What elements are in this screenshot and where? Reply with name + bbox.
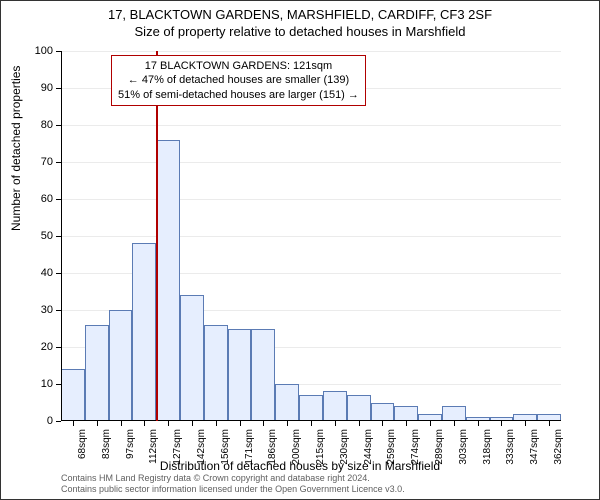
histogram-bar: [204, 325, 228, 421]
annotation-box: 17 BLACKTOWN GARDENS: 121sqm← 47% of det…: [111, 55, 366, 106]
x-tick-label: 68sqm: [77, 429, 88, 459]
plot-region: 010203040506070809010068sqm83sqm97sqm112…: [61, 51, 561, 421]
gridline: [61, 51, 561, 52]
x-tick: [430, 421, 431, 426]
histogram-bar: [156, 140, 180, 421]
x-tick: [406, 421, 407, 426]
y-tick-label: 100: [23, 45, 53, 57]
x-tick: [478, 421, 479, 426]
y-tick-label: 80: [23, 119, 53, 131]
histogram-bar: [347, 395, 371, 421]
x-tick: [240, 421, 241, 426]
y-axis-label: Number of detached properties: [9, 66, 23, 231]
histogram-bar: [251, 329, 275, 422]
histogram-bar: [109, 310, 133, 421]
y-tick-label: 60: [23, 193, 53, 205]
histogram-bar: [228, 329, 252, 422]
histogram-bar: [132, 243, 156, 421]
x-tick: [192, 421, 193, 426]
annotation-line2: ← 47% of detached houses are smaller (13…: [118, 73, 359, 87]
title-subtitle: Size of property relative to detached ho…: [1, 24, 599, 39]
gridline: [61, 236, 561, 237]
x-tick: [168, 421, 169, 426]
x-tick-label: 83sqm: [101, 429, 112, 459]
annotation-line3: 51% of semi-detached houses are larger (…: [118, 88, 359, 102]
chart-container: 17, BLACKTOWN GARDENS, MARSHFIELD, CARDI…: [0, 0, 600, 500]
histogram-bar: [85, 325, 109, 421]
y-axis-line: [61, 51, 62, 421]
y-tick-label: 20: [23, 341, 53, 353]
y-tick-label: 70: [23, 156, 53, 168]
title-address: 17, BLACKTOWN GARDENS, MARSHFIELD, CARDI…: [1, 7, 599, 22]
x-tick: [501, 421, 502, 426]
histogram-bar: [299, 395, 323, 421]
gridline: [61, 162, 561, 163]
histogram-bar: [61, 369, 85, 421]
x-tick: [359, 421, 360, 426]
histogram-bar: [180, 295, 204, 421]
x-tick-label: 97sqm: [125, 429, 136, 459]
y-tick-label: 50: [23, 230, 53, 242]
y-tick: [56, 421, 61, 422]
x-tick: [263, 421, 264, 426]
chart-area: 010203040506070809010068sqm83sqm97sqm112…: [61, 51, 561, 421]
x-tick: [216, 421, 217, 426]
x-tick: [335, 421, 336, 426]
x-tick: [549, 421, 550, 426]
histogram-bar: [323, 391, 347, 421]
histogram-bar: [442, 406, 466, 421]
subject-marker-line: [156, 51, 158, 421]
x-tick: [525, 421, 526, 426]
title-block: 17, BLACKTOWN GARDENS, MARSHFIELD, CARDI…: [1, 1, 599, 39]
x-tick: [121, 421, 122, 426]
y-tick-label: 30: [23, 304, 53, 316]
x-tick: [144, 421, 145, 426]
histogram-bar: [394, 406, 418, 421]
y-tick-label: 10: [23, 378, 53, 390]
annotation-line1: 17 BLACKTOWN GARDENS: 121sqm: [118, 59, 359, 73]
x-tick: [73, 421, 74, 426]
footer-line1: Contains HM Land Registry data © Crown c…: [61, 473, 405, 484]
gridline: [61, 125, 561, 126]
footer-line2: Contains public sector information licen…: [61, 484, 405, 495]
y-tick-label: 90: [23, 82, 53, 94]
footer-attribution: Contains HM Land Registry data © Crown c…: [61, 473, 405, 495]
x-tick: [382, 421, 383, 426]
gridline: [61, 199, 561, 200]
y-tick-label: 40: [23, 267, 53, 279]
y-tick-label: 0: [23, 415, 53, 427]
x-tick: [454, 421, 455, 426]
x-axis-label: Distribution of detached houses by size …: [1, 459, 599, 473]
x-tick: [287, 421, 288, 426]
histogram-bar: [275, 384, 299, 421]
histogram-bar: [371, 403, 395, 422]
x-tick: [311, 421, 312, 426]
x-tick: [97, 421, 98, 426]
